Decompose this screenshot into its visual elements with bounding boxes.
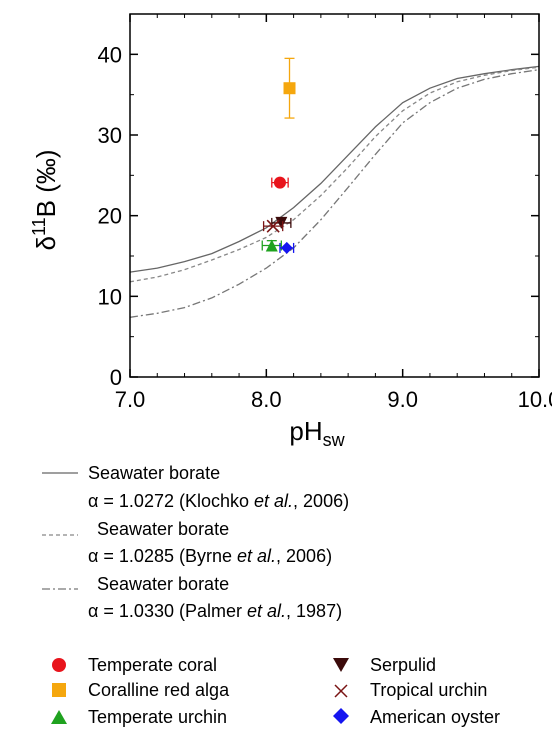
points-group [261, 57, 296, 254]
legend-american-oyster-label: American oyster [370, 707, 500, 727]
legend-markers: Temperate coral Coralline red alga Tempe… [51, 655, 500, 727]
x-tick-label-2: 9.0 [387, 387, 418, 412]
y-tick-label-1: 10 [98, 284, 122, 309]
legend-temperate-coral-label: Temperate coral [88, 655, 217, 675]
ticks-group: 7.0 8.0 9.0 10.0 0 10 20 30 40 [98, 14, 552, 412]
y-tick-label-0: 0 [110, 365, 122, 390]
legend-line-entry-1: Seawater borate α = 1.0272 (Klochko et a… [42, 463, 349, 511]
y-tick-label-3: 30 [98, 123, 122, 148]
legend-line-entry-2: Seawater borate α = 1.0285 (Byrne et al.… [42, 519, 332, 566]
legend-coralline-red-alga-label: Coralline red alga [88, 680, 230, 700]
legend-line-title-2: Seawater borate [97, 519, 229, 539]
american-oyster-point [279, 241, 295, 254]
temperate-urchin-point [261, 239, 282, 252]
american-oyster-marker [280, 241, 293, 254]
legend-lines: Seawater borate α = 1.0272 (Klochko et a… [42, 463, 349, 621]
legend-serpulid-label: Serpulid [370, 655, 436, 675]
y-axis-label-delta: δ [31, 236, 61, 250]
y-axis-label-main: B (‰) [31, 149, 61, 217]
temperate-urchin-marker [265, 239, 278, 252]
y-axis-label: δ11B (‰) [29, 149, 61, 250]
legend-temperate-urchin-marker [51, 710, 67, 724]
coralline-red-alga-marker [283, 82, 296, 95]
x-axis-label: pHsw [289, 416, 345, 450]
legend-coralline-red-alga-marker [52, 683, 66, 697]
temperate-coral-marker [273, 176, 286, 189]
legend-tropical-urchin-marker [334, 684, 348, 698]
legend-line-ref-1-prefix: α = 1.0272 (Klochko [88, 491, 254, 511]
tropical-urchin-marker-stroke-b [266, 219, 280, 233]
legend-serpulid-marker [333, 658, 349, 672]
coralline-red-alga-point [283, 57, 296, 119]
temperate-coral-point [271, 176, 289, 189]
legend-line-ref-3: α = 1.0330 (Palmer et al., 1987) [88, 601, 342, 621]
legend-line-ref-2-suffix: , 2006) [276, 546, 332, 566]
curve-dashdot [129, 69, 540, 318]
x-axis-label-sub: sw [323, 430, 346, 450]
legend-line-ref-3-suffix: , 1987) [286, 601, 342, 621]
legend-line-ref-1-etal: et al. [254, 491, 293, 511]
legend-line-ref-2-prefix: α = 1.0285 (Byrne [88, 546, 237, 566]
legend-line-ref-2-etal: et al. [237, 546, 276, 566]
x-axis-label-main: pH [289, 416, 322, 446]
tropical-urchin-point [262, 219, 284, 233]
legend-line-title-3: Seawater borate [97, 574, 229, 594]
y-tick-label-4: 40 [98, 42, 122, 67]
legend-line-ref-1: α = 1.0272 (Klochko et al., 2006) [88, 491, 349, 511]
x-tick-label-0: 7.0 [115, 387, 146, 412]
legend-temperate-urchin-label: Temperate urchin [88, 707, 227, 727]
legend-american-oyster-marker [333, 708, 349, 724]
legend-line-ref-1-suffix: , 2006) [293, 491, 349, 511]
legend-line-ref-2: α = 1.0285 (Byrne et al., 2006) [88, 546, 332, 566]
legend-line-title-1: Seawater borate [88, 463, 220, 483]
legend-line-ref-3-prefix: α = 1.0330 (Palmer [88, 601, 247, 621]
legend-line-entry-3: Seawater borate α = 1.0330 (Palmer et al… [42, 574, 342, 621]
legend-tropical-urchin-label: Tropical urchin [370, 680, 487, 700]
plot-frame [129, 13, 540, 378]
curve-solid [129, 65, 540, 273]
x-tick-label-3: 10.0 [518, 387, 552, 412]
legend-temperate-coral-marker [52, 658, 66, 672]
y-axis-label-sup: 11 [29, 217, 49, 236]
x-tick-label-1: 8.0 [251, 387, 282, 412]
curves-group [129, 65, 540, 318]
legend-line-ref-3-etal: et al. [247, 601, 286, 621]
y-tick-label-2: 20 [98, 204, 122, 229]
curve-dashed [129, 66, 540, 283]
